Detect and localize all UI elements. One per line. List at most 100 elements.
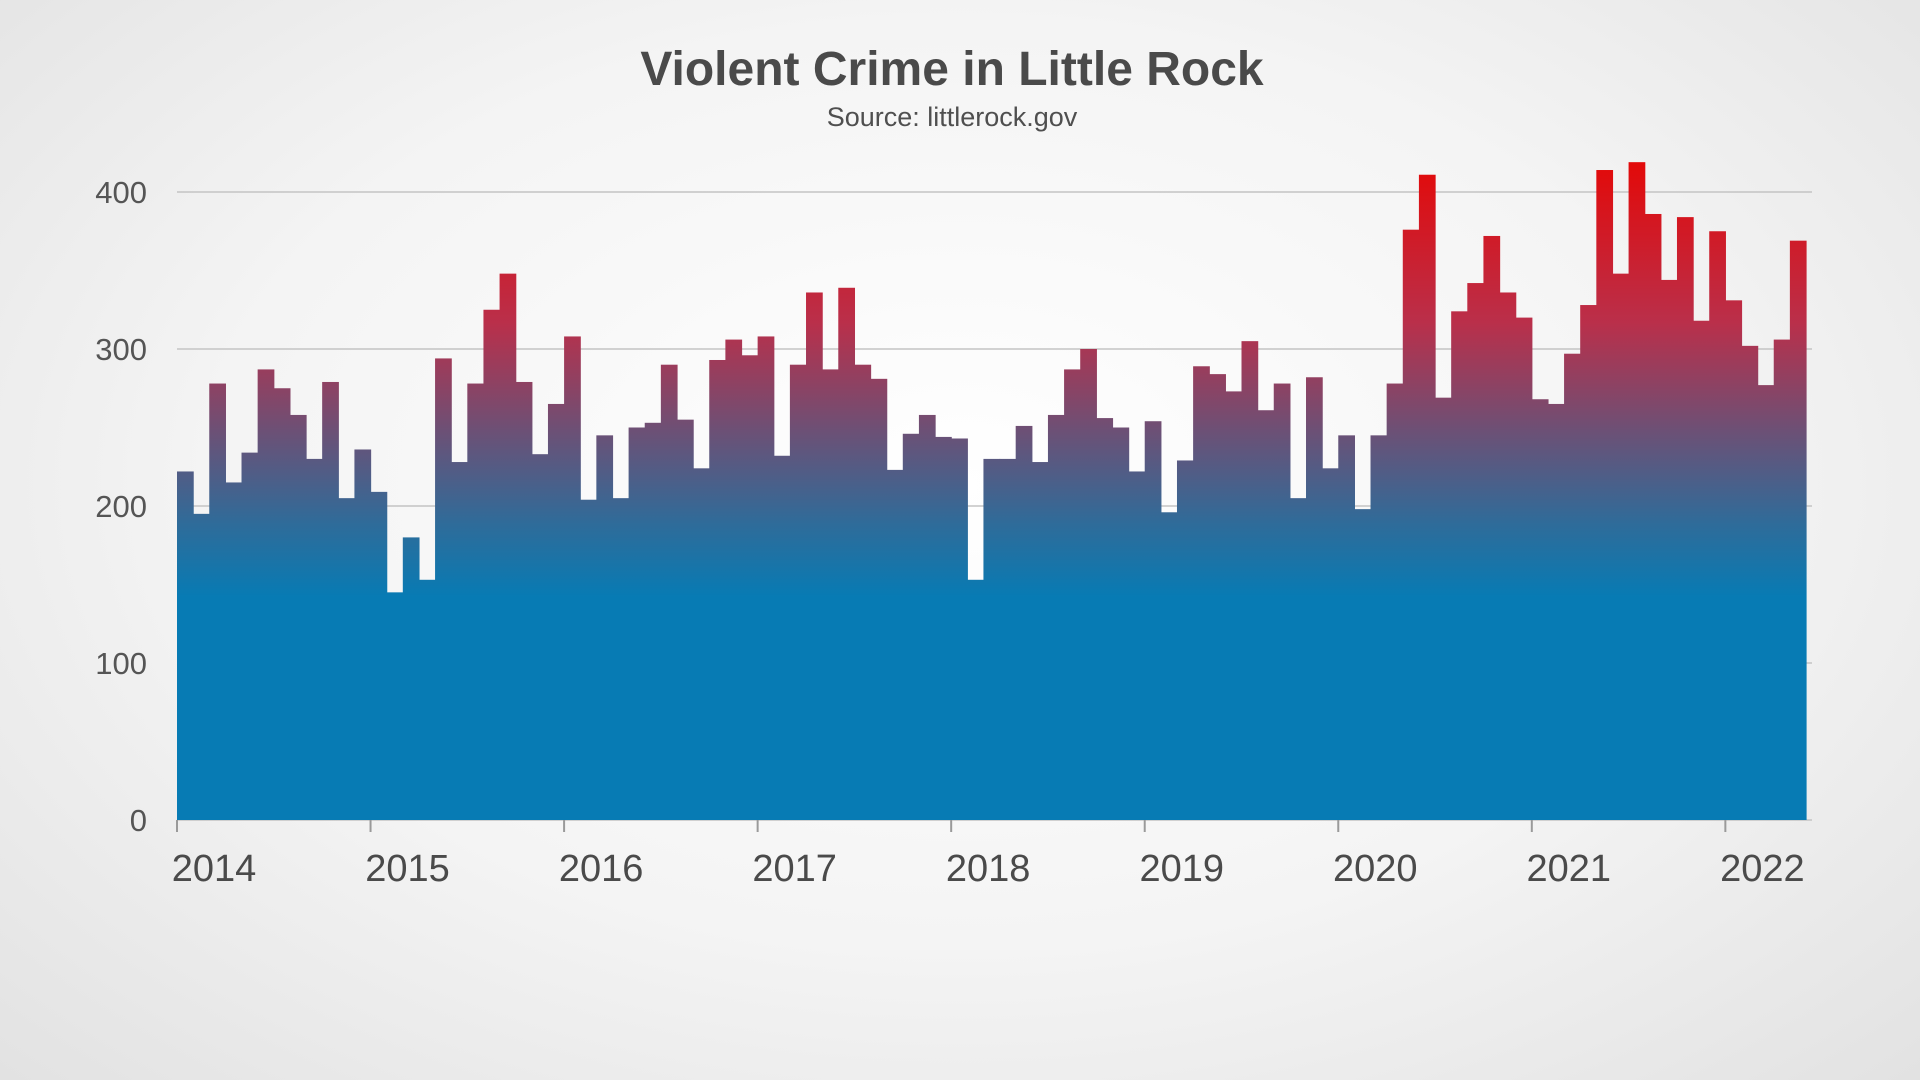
bar [644,422,662,820]
bar [1370,435,1388,820]
bar [467,383,485,820]
bar [225,482,243,820]
bar [1176,460,1194,820]
bar [547,403,565,820]
bar-series [177,162,1807,821]
x-tick-label: 2019 [1139,848,1224,890]
bar [193,513,210,820]
bar [1483,235,1501,820]
bar [660,364,678,820]
bar [1612,273,1630,820]
bar [935,436,952,820]
bar [1596,170,1614,820]
bar [1402,229,1420,820]
bar [322,381,339,820]
bar [435,358,452,820]
bar [838,287,856,820]
x-tick-label: 2017 [752,848,837,890]
bar [1628,162,1646,821]
bar [1047,414,1065,820]
bar [628,427,646,820]
bar [983,458,1001,820]
x-tick-label: 2016 [559,848,644,890]
bar [1725,300,1743,821]
bar [1757,385,1775,820]
bar [515,381,533,820]
bar [822,369,839,820]
bar [1773,339,1791,820]
bar [854,364,872,820]
bar [1789,240,1807,821]
bar [531,454,549,820]
bar [870,378,888,820]
bar [1467,283,1485,820]
bar [402,537,420,820]
bar [451,462,468,820]
bar [564,336,581,820]
bar [1289,498,1307,820]
bar [1644,213,1662,821]
bar [1580,305,1597,820]
bar [370,491,388,820]
bar [1354,509,1372,820]
x-tick-label: 2018 [946,848,1031,890]
bar [1451,311,1468,820]
x-tick-label: 2022 [1720,848,1805,890]
bar [1273,383,1291,820]
bar [1144,421,1162,820]
bar [1709,231,1726,820]
bar [693,468,710,820]
bar [918,414,936,820]
bar [789,364,807,820]
bar [1015,425,1033,820]
bar [902,433,920,820]
bar [1225,391,1243,820]
bar [1257,410,1275,820]
x-tick-label: 2020 [1333,848,1418,890]
bar [1547,403,1565,820]
bar [676,419,694,820]
bar [1064,369,1081,820]
y-tick-label: 100 [95,646,147,681]
bar [1676,217,1694,820]
bar [1306,377,1323,820]
bar [709,359,726,820]
bar [886,469,904,820]
bar [1112,427,1130,820]
bar [967,579,985,820]
bar [289,414,307,820]
bar [951,438,968,820]
x-axis-tick-labels: 2014 2015 2016 2017 2018 2019 2020 2021 2022 [172,848,1805,890]
bar [1515,317,1533,820]
bar [1096,418,1114,820]
bar [177,471,194,820]
x-tick-label: 2021 [1527,848,1612,890]
bar [418,579,436,820]
bar [1322,468,1339,820]
y-tick-label: 200 [95,489,147,524]
bar [773,455,791,820]
bar [1564,353,1581,820]
bar [273,388,291,820]
y-tick-label: 400 [95,175,147,210]
bar [580,499,597,820]
bar [741,355,759,820]
bar [725,339,743,820]
bar [1531,399,1549,820]
bar [499,273,517,820]
x-tick-label: 2015 [365,848,450,890]
bar [1418,174,1436,821]
bar [1080,349,1097,820]
bar [1128,471,1146,820]
bar [209,383,226,820]
bar [1741,345,1759,820]
bar [338,498,356,820]
chart-title: Violent Crime in Little Rock [640,43,1264,96]
chart-subtitle: Source: littlerock.gov [827,102,1078,132]
bar [806,292,823,821]
bar [1338,435,1355,820]
bar [1193,366,1210,820]
bar [1031,462,1049,820]
bar [483,309,501,820]
